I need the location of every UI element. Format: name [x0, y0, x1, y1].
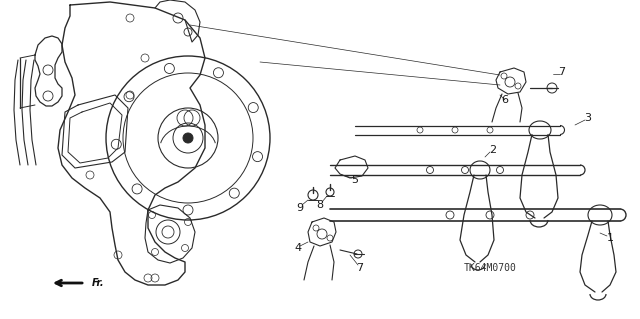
Text: 8: 8	[316, 200, 324, 210]
Text: 1: 1	[607, 233, 614, 243]
Circle shape	[183, 133, 193, 143]
Text: 4: 4	[294, 243, 301, 253]
Text: 9: 9	[296, 203, 303, 213]
Circle shape	[354, 250, 362, 258]
Text: Fr.: Fr.	[92, 278, 104, 288]
Text: 6: 6	[502, 95, 509, 105]
Text: 5: 5	[351, 175, 358, 185]
Text: 2: 2	[490, 145, 497, 155]
Text: 3: 3	[584, 113, 591, 123]
Text: 7: 7	[356, 263, 364, 273]
Text: TK64M0700: TK64M0700	[463, 263, 516, 273]
Text: 7: 7	[559, 67, 566, 77]
